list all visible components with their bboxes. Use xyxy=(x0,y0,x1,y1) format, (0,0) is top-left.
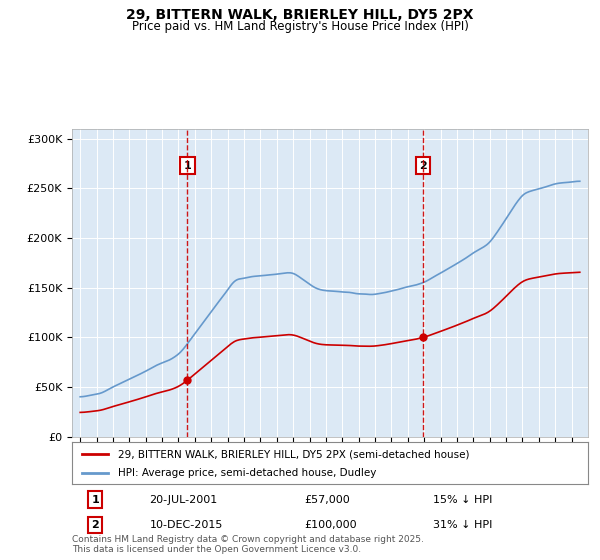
Text: £100,000: £100,000 xyxy=(304,520,357,530)
Text: 1: 1 xyxy=(184,161,191,171)
Text: 2: 2 xyxy=(91,520,99,530)
Text: 1: 1 xyxy=(91,495,99,505)
Text: £57,000: £57,000 xyxy=(304,495,350,505)
Text: 2: 2 xyxy=(419,161,427,171)
Text: HPI: Average price, semi-detached house, Dudley: HPI: Average price, semi-detached house,… xyxy=(118,468,377,478)
Text: 20-JUL-2001: 20-JUL-2001 xyxy=(149,495,218,505)
Text: Price paid vs. HM Land Registry's House Price Index (HPI): Price paid vs. HM Land Registry's House … xyxy=(131,20,469,32)
Text: 29, BITTERN WALK, BRIERLEY HILL, DY5 2PX: 29, BITTERN WALK, BRIERLEY HILL, DY5 2PX xyxy=(126,8,474,22)
Text: 29, BITTERN WALK, BRIERLEY HILL, DY5 2PX (semi-detached house): 29, BITTERN WALK, BRIERLEY HILL, DY5 2PX… xyxy=(118,449,470,459)
Text: 15% ↓ HPI: 15% ↓ HPI xyxy=(433,495,493,505)
Text: 31% ↓ HPI: 31% ↓ HPI xyxy=(433,520,493,530)
Text: Contains HM Land Registry data © Crown copyright and database right 2025.
This d: Contains HM Land Registry data © Crown c… xyxy=(72,535,424,554)
Text: 10-DEC-2015: 10-DEC-2015 xyxy=(149,520,223,530)
